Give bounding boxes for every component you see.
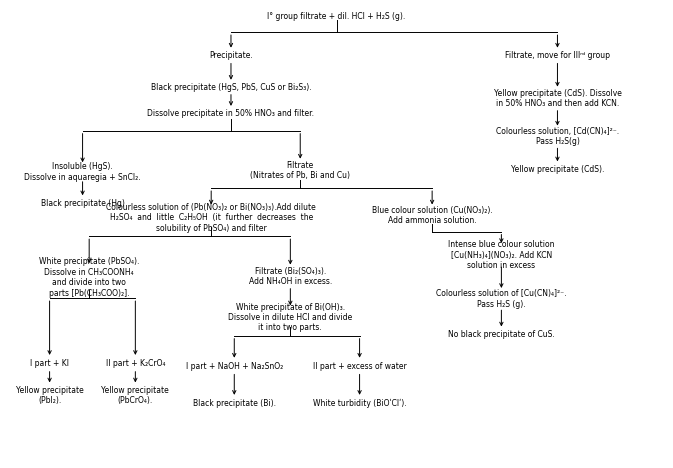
Text: II part + K₂CrO₄: II part + K₂CrO₄ [106,359,165,368]
Text: Yellow precipitate (CdS).: Yellow precipitate (CdS). [511,165,604,174]
Text: Filtrate, move for IIIʳᵈ group: Filtrate, move for IIIʳᵈ group [505,51,610,59]
Text: Filtrate
(Nitrates of Pb, Bi and Cu): Filtrate (Nitrates of Pb, Bi and Cu) [250,161,350,180]
Text: No black precipitate of CuS.: No black precipitate of CuS. [448,330,555,339]
Text: I part + KI: I part + KI [30,359,69,368]
Text: White turbidity (BiOʹClʹ).: White turbidity (BiOʹClʹ). [313,399,406,408]
Text: Colourless solution of [Cu(CN)₄]²⁻.
Pass H₂S (g).: Colourless solution of [Cu(CN)₄]²⁻. Pass… [436,289,567,309]
Text: I° group filtrate + dil. HCl + H₂S (g).: I° group filtrate + dil. HCl + H₂S (g). [267,12,406,21]
Text: White precipitate (PbSO₄).
Dissolve in CH₃COONH₄
and divide into two
parts [Pb(C: White precipitate (PbSO₄). Dissolve in C… [39,257,139,298]
Text: Black precipitate (Hg): Black precipitate (Hg) [40,199,125,208]
Text: II part + excess of water: II part + excess of water [313,362,406,371]
Text: Black precipitate (HgS, PbS, CuS or Bi₂S₃).: Black precipitate (HgS, PbS, CuS or Bi₂S… [151,83,312,92]
Text: Blue colour solution (Cu(NO₃)₂).
Add ammonia solution.: Blue colour solution (Cu(NO₃)₂). Add amm… [371,206,493,226]
Text: Insoluble (HgS).
Dissolve in aquaregia + SnCl₂.: Insoluble (HgS). Dissolve in aquaregia +… [24,162,141,182]
Text: Precipitate.: Precipitate. [209,51,253,59]
Text: Yellow precipitate
(PbCrO₄).: Yellow precipitate (PbCrO₄). [102,386,169,405]
Text: I part + NaOH + Na₂SnO₂: I part + NaOH + Na₂SnO₂ [186,362,283,371]
Text: Colourless solution, [Cd(CN)₄]²⁻.
Pass H₂S(g): Colourless solution, [Cd(CN)₄]²⁻. Pass H… [496,127,619,146]
Text: Dissolve precipitate in 50% HNO₃ and filter.: Dissolve precipitate in 50% HNO₃ and fil… [147,110,314,118]
Text: Yellow precipitate
(PbI₂).: Yellow precipitate (PbI₂). [15,386,83,405]
Text: Filtrate (Bi₂(SO₄)₃).
Add NH₄OH in excess.: Filtrate (Bi₂(SO₄)₃). Add NH₄OH in exces… [249,267,332,286]
Text: Intense blue colour solution
[Cu(NH₃)₄](NO₃)₂. Add KCN
solution in excess: Intense blue colour solution [Cu(NH₃)₄](… [448,240,555,270]
Text: Colourless solution of (Pb(NO₃)₂ or Bi(NO₃)₃).Add dilute
H₂SO₄  and  little  C₂H: Colourless solution of (Pb(NO₃)₂ or Bi(N… [106,203,316,233]
Text: Black precipitate (Bi).: Black precipitate (Bi). [192,399,276,408]
Text: Yellow precipitate (CdS). Dissolve
in 50% HNO₃ and then add KCN.: Yellow precipitate (CdS). Dissolve in 50… [493,89,621,109]
Text: White precipitate of Bi(OH)₃.
Dissolve in dilute HCl and divide
it into two part: White precipitate of Bi(OH)₃. Dissolve i… [228,303,353,332]
